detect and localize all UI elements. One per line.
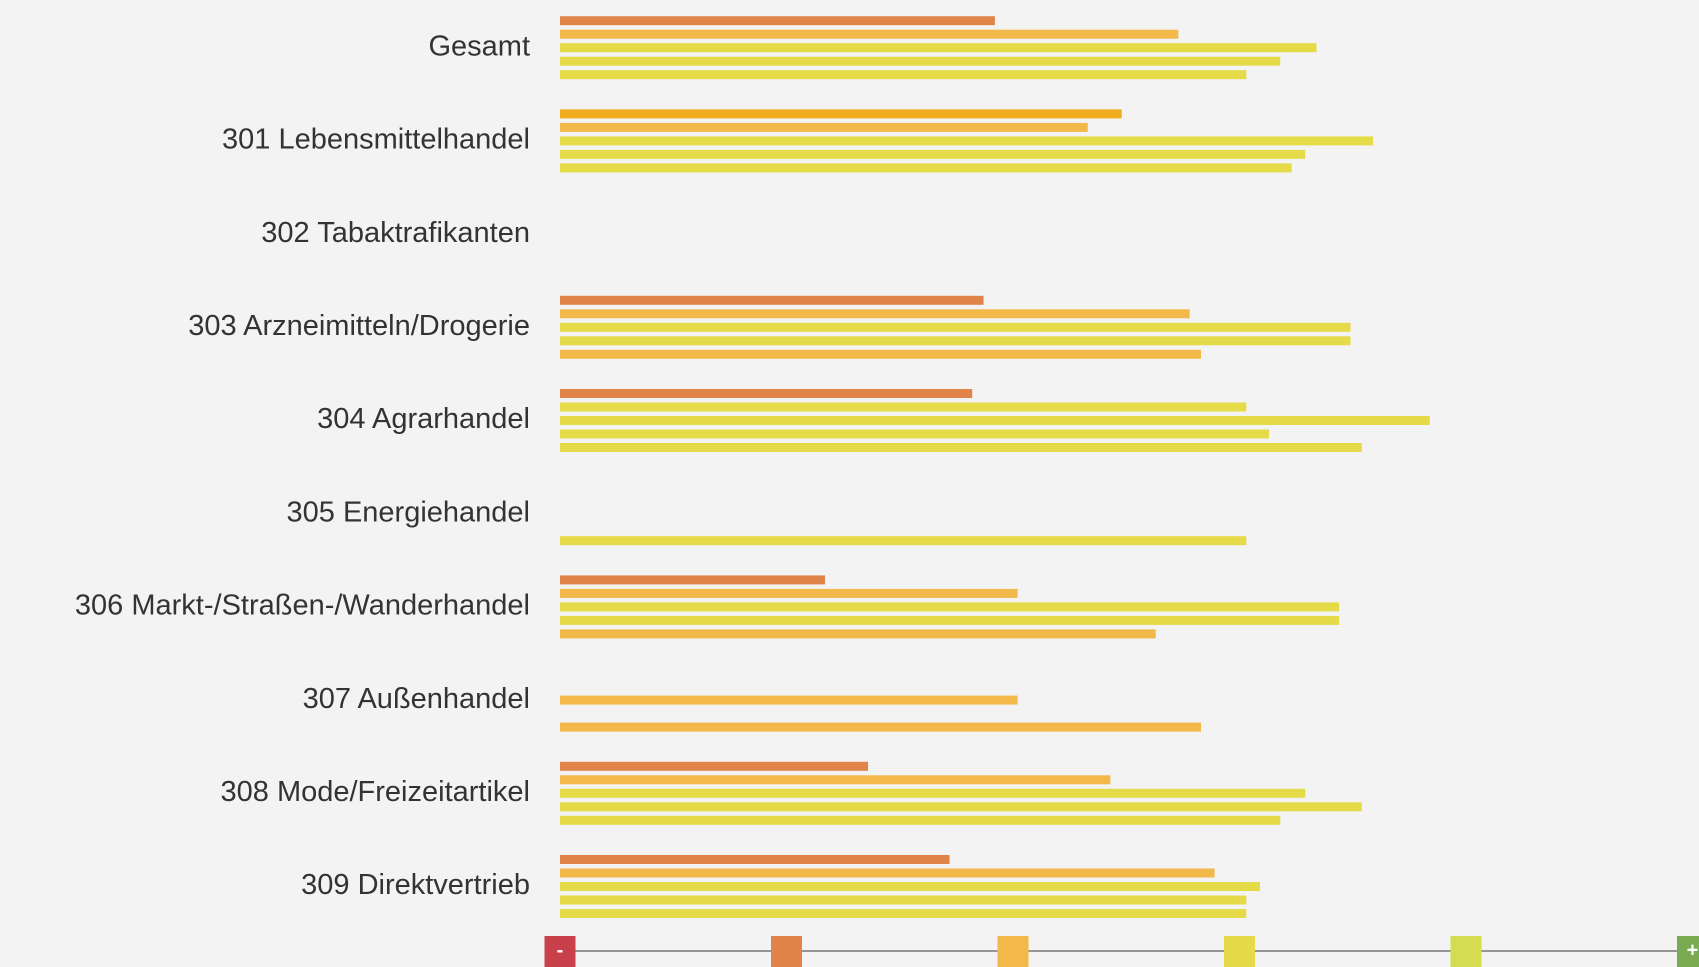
bar bbox=[560, 349, 1201, 359]
scale-low-label: - bbox=[557, 939, 564, 961]
bar bbox=[560, 56, 1281, 66]
scale-swatch bbox=[997, 936, 1029, 967]
bar bbox=[560, 882, 1260, 891]
category-label: 309 Direktvertrieb bbox=[301, 869, 530, 901]
bar bbox=[560, 149, 1306, 159]
bar bbox=[560, 909, 1247, 918]
category-label: 302 Tabaktrafikanten bbox=[261, 217, 530, 249]
bar bbox=[560, 575, 826, 585]
bar bbox=[560, 336, 1351, 346]
bar bbox=[560, 788, 1306, 798]
bar bbox=[560, 775, 1111, 785]
bar bbox=[560, 309, 1190, 319]
bar bbox=[560, 722, 1201, 732]
bar bbox=[560, 16, 995, 26]
bar bbox=[560, 43, 1317, 53]
scale-swatch bbox=[1450, 936, 1482, 967]
bar bbox=[560, 629, 1156, 639]
bar bbox=[560, 70, 1247, 80]
bar bbox=[560, 855, 950, 864]
bar bbox=[560, 416, 1430, 425]
bar bbox=[560, 402, 1247, 412]
category-label: 303 Arzneimitteln/Drogerie bbox=[188, 310, 530, 342]
bar bbox=[560, 615, 1340, 625]
scale-swatch bbox=[1677, 936, 1699, 967]
bar bbox=[560, 695, 1018, 705]
scale-swatch bbox=[544, 936, 576, 967]
bar bbox=[560, 136, 1374, 146]
category-label: 305 Energiehandel bbox=[287, 496, 530, 528]
category-label: 304 Agrarhandel bbox=[317, 403, 530, 435]
bar bbox=[560, 429, 1269, 439]
bar bbox=[560, 163, 1292, 173]
bar bbox=[560, 29, 1179, 39]
bar bbox=[560, 122, 1088, 132]
bar bbox=[560, 802, 1362, 812]
bar bbox=[560, 295, 984, 305]
scale-swatch bbox=[771, 936, 802, 967]
bar bbox=[560, 602, 1340, 612]
category-label: 306 Markt-/Straßen-/Wanderhandel bbox=[75, 590, 530, 622]
bar bbox=[560, 109, 1122, 119]
bar bbox=[560, 895, 1247, 905]
bar bbox=[560, 588, 1018, 598]
bar bbox=[560, 536, 1247, 546]
category-label: 307 Außenhandel bbox=[303, 683, 530, 715]
bar bbox=[560, 761, 869, 771]
scale-high-label: + bbox=[1687, 939, 1699, 961]
category-label: 308 Mode/Freizeitartikel bbox=[221, 776, 530, 808]
bar bbox=[560, 322, 1351, 332]
bar bbox=[560, 815, 1281, 825]
bar bbox=[560, 443, 1362, 452]
scale-swatch bbox=[1224, 936, 1255, 967]
bar bbox=[560, 389, 973, 398]
category-label: 301 Lebensmittelhandel bbox=[222, 124, 530, 156]
bar bbox=[560, 868, 1215, 878]
category-label: Gesamt bbox=[428, 30, 530, 62]
